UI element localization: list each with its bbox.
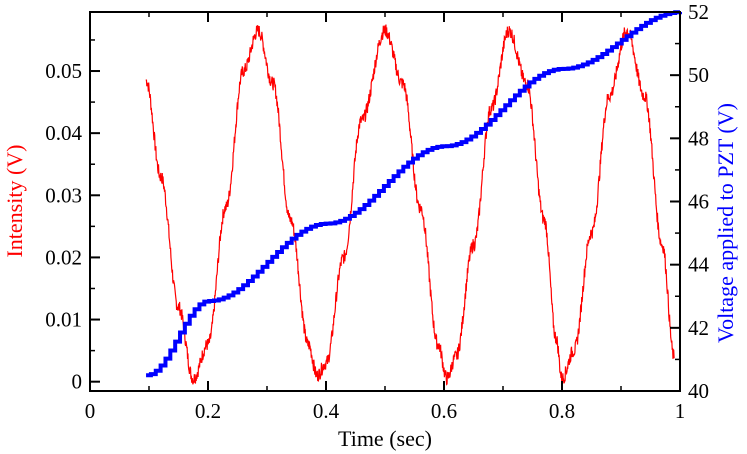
right-y-axis-title: Voltage applied to PZT (V) [713, 103, 738, 343]
x-tick-label: 1 [675, 399, 686, 423]
left-y-tick-label: 0.02 [45, 245, 82, 269]
right-y-tick-label: 50 [688, 63, 709, 87]
right-y-tick-label: 52 [688, 0, 709, 24]
intensity-line [145, 24, 675, 386]
voltage-series [146, 10, 682, 378]
x-tick-label: 0.2 [195, 399, 221, 423]
x-axis-title: Time (sec) [338, 426, 432, 451]
right-y-tick-label: 48 [688, 126, 709, 150]
left-y-tick-label: 0.01 [45, 308, 82, 332]
left-y-tick-label: 0.04 [45, 121, 82, 145]
right-y-tick-label: 44 [688, 253, 710, 277]
intensity-series [145, 24, 675, 386]
x-tick-label: 0 [85, 399, 96, 423]
left-y-tick-label: 0 [72, 370, 83, 394]
right-y-axis-ticks: 40 42 44 46 48 50 52 [670, 0, 710, 403]
right-y-tick-label: 42 [688, 316, 709, 340]
right-y-tick-label: 40 [688, 379, 709, 403]
left-y-tick-label: 0.05 [45, 59, 82, 83]
x-tick-label: 0.6 [431, 399, 457, 423]
x-tick-label: 0.4 [313, 399, 340, 423]
left-y-axis-ticks: 0 0.01 0.02 0.03 0.04 0.05 [45, 39, 100, 394]
left-y-tick-label: 0.03 [45, 183, 82, 207]
x-tick-label: 0.8 [549, 399, 575, 423]
voltage-line [146, 10, 682, 378]
right-y-tick-label: 46 [688, 190, 709, 214]
left-y-axis-title: Intensity (V) [2, 144, 27, 257]
x-axis-ticks: 0 0.2 0.4 0.6 0.8 1 [85, 12, 686, 423]
